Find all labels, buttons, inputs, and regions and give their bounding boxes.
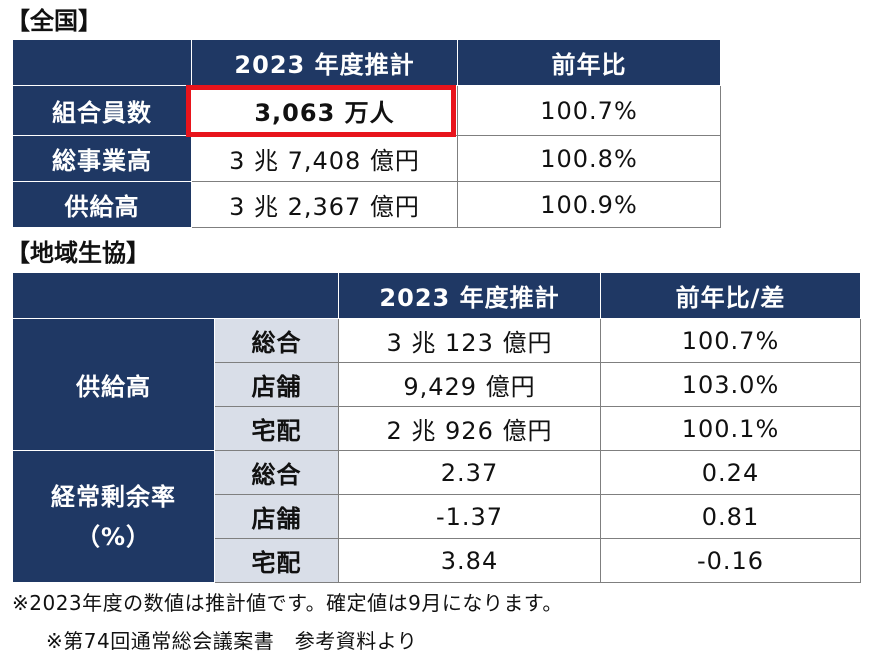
regional-sub-label: 店舗 bbox=[214, 494, 339, 539]
table-row: 店舗 9,429 億円 103.0% bbox=[13, 362, 861, 407]
regional-estimate-value: 2 兆 926 億円 bbox=[338, 406, 601, 451]
regional-group-label: 経常剰余率 （%） bbox=[12, 450, 215, 583]
regional-diff-value: 0.24 bbox=[600, 450, 861, 495]
regional-diff-value: 103.0% bbox=[600, 362, 861, 407]
regional-sub-label: 宅配 bbox=[214, 406, 339, 451]
national-header-blank bbox=[12, 39, 192, 86]
regional-sub-label: 店舗 bbox=[214, 362, 339, 407]
note-estimate: ※2023年度の数値は推計値です。確定値は9月になります。 bbox=[12, 591, 563, 615]
national-yoy-value: 100.9% bbox=[457, 181, 721, 228]
regional-group-label: 供給高 bbox=[12, 318, 215, 451]
regional-group-label-text: 供給高 bbox=[76, 373, 151, 401]
table-row: 供給高 総合 3 兆 123 億円 100.7% bbox=[12, 318, 861, 451]
regional-table: 2023 年度推計 前年比/差 供給高 総合 3 兆 123 億円 100.7%… bbox=[12, 272, 861, 583]
regional-group-label-line2: （%） bbox=[75, 522, 152, 551]
national-header-estimate: 2023 年度推計 bbox=[191, 39, 458, 86]
national-row-label: 供給高 bbox=[12, 181, 192, 228]
national-row-label: 総事業高 bbox=[12, 135, 192, 182]
regional-header-blank bbox=[12, 272, 339, 319]
regional-section-title: 【地域生協】 bbox=[6, 239, 150, 267]
regional-sub-label: 宅配 bbox=[214, 538, 339, 583]
national-estimate-value: 3 兆 7,408 億円 bbox=[191, 135, 458, 182]
regional-header-diff: 前年比/差 bbox=[600, 272, 861, 319]
note-source: ※第74回通常総会議案書 参考資料より bbox=[46, 629, 418, 653]
national-members-value: 3,063 万人 bbox=[191, 85, 458, 136]
national-header-row: 2023 年度推計 前年比 bbox=[12, 39, 721, 86]
table-row: 店舗 -1.37 0.81 bbox=[13, 494, 861, 539]
regional-diff-value: 0.81 bbox=[600, 494, 861, 539]
regional-estimate-value: 2.37 bbox=[338, 450, 601, 495]
regional-estimate-value: 9,429 億円 bbox=[338, 362, 601, 407]
table-row: 供給高 3 兆 2,367 億円 100.9% bbox=[12, 181, 721, 228]
regional-estimate-value: 3 兆 123 億円 bbox=[338, 318, 601, 363]
regional-diff-value: 100.1% bbox=[600, 406, 861, 451]
national-table: 2023 年度推計 前年比 組合員数 3,063 万人 100.7% 総事業高 … bbox=[12, 39, 721, 228]
table-row: 総事業高 3 兆 7,408 億円 100.8% bbox=[12, 135, 721, 182]
regional-estimate-value: 3.84 bbox=[338, 538, 601, 583]
national-row-label: 組合員数 bbox=[12, 85, 192, 136]
regional-diff-value: 100.7% bbox=[600, 318, 861, 363]
national-yoy-value: 100.8% bbox=[457, 135, 721, 182]
table-row: 宅配 3.84 -0.16 bbox=[13, 538, 861, 583]
table-row: 経常剰余率 （%） 総合 2.37 0.24 bbox=[12, 450, 861, 583]
national-yoy-value: 100.7% bbox=[457, 85, 721, 136]
table-row: 組合員数 3,063 万人 100.7% bbox=[12, 85, 721, 136]
regional-header-row: 2023 年度推計 前年比/差 bbox=[12, 272, 861, 319]
national-header-yoy: 前年比 bbox=[457, 39, 721, 86]
regional-header-estimate: 2023 年度推計 bbox=[338, 272, 601, 319]
regional-sub-label: 総合 bbox=[214, 318, 339, 363]
regional-group-label-text: 経常剰余率 bbox=[51, 482, 176, 511]
regional-sub-label: 総合 bbox=[214, 450, 339, 495]
national-estimate-value: 3 兆 2,367 億円 bbox=[191, 181, 458, 228]
table-row: 宅配 2 兆 926 億円 100.1% bbox=[13, 406, 861, 451]
regional-estimate-value: -1.37 bbox=[338, 494, 601, 539]
national-section-title: 【全国】 bbox=[6, 7, 102, 35]
regional-diff-value: -0.16 bbox=[600, 538, 861, 583]
